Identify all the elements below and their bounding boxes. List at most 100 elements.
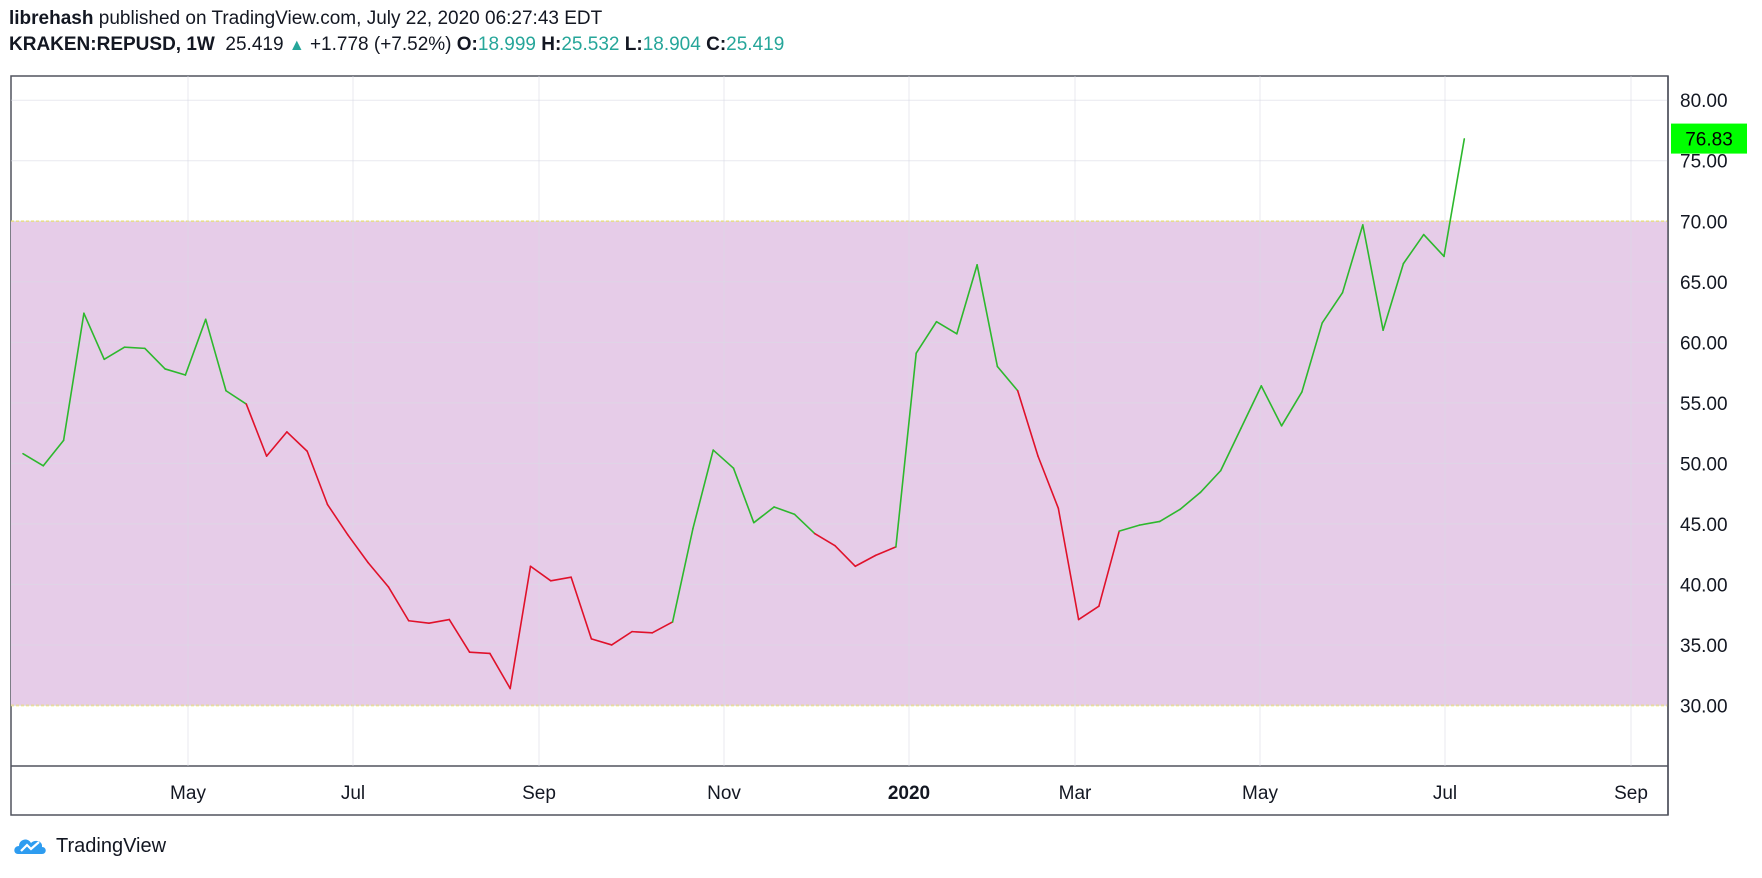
cloud-icon [14,839,46,854]
symbol-label: KRAKEN:REPUSD, 1W [9,34,215,55]
publish-line: librehash published on TradingView.com, … [9,6,784,32]
price-segment [955,264,978,335]
price-segment [793,513,816,535]
price-segment [996,365,1019,392]
brand-name: TradingView [56,834,167,857]
price-segment [1422,233,1445,258]
price-segment [631,630,654,634]
price-segment [773,506,796,516]
price-segment [1098,530,1120,608]
high-label: H: [541,34,562,55]
price-segment [854,554,877,568]
price-segment [428,618,451,624]
price-segment [286,431,309,453]
price-segment [651,621,674,634]
price-segment [1179,491,1202,511]
price-segment [144,347,166,370]
price-segment [1321,291,1344,324]
x-tick-label: Sep [1614,783,1648,804]
low-label: L: [624,34,643,55]
price-segment [549,576,572,582]
price-segment [326,503,349,536]
x-tick-label: Mar [1059,783,1092,804]
price-segment [1402,233,1425,265]
price-segment [42,439,65,467]
open-label: O: [456,34,478,55]
price-segment [1443,138,1466,258]
price-segment [22,452,45,467]
price-segment [1362,224,1384,332]
price-segment [1118,524,1141,532]
price-segment [448,618,471,654]
y-tick-label: 45.00 [1680,515,1728,536]
y-tick-label: 75.00 [1680,152,1728,173]
chart-header: librehash published on TradingView.com, … [9,6,784,59]
price-segment [468,651,491,655]
close-value: 25.419 [726,34,785,55]
price-segment [62,312,85,442]
price-segment [164,368,187,376]
price-segment [1016,389,1039,457]
price-segment [813,532,836,547]
price-segment [610,630,633,646]
x-tick-label: Sep [522,783,556,804]
y-tick-label: 65.00 [1680,273,1728,294]
price-segment [1260,385,1283,427]
x-tick-label: 2020 [888,783,930,804]
price-segment [732,467,755,524]
price-segment [590,638,613,646]
close-label: C: [706,34,727,55]
price-segment [184,318,207,376]
up-triangle-icon: ▲ [288,37,305,54]
price-segment [245,403,268,457]
price-segment [509,565,532,690]
price-segment [1341,224,1364,294]
price-segment [83,312,105,361]
y-tick-label: 80.00 [1680,91,1728,112]
x-tick-label: Jul [1433,783,1457,804]
y-tick-label: 30.00 [1680,696,1728,717]
price-segment [915,320,938,355]
open-value: 18.999 [477,34,537,55]
price-segment [306,450,329,506]
published-text: published on TradingView.com, July 22, 2… [98,8,603,29]
price-segment [265,431,288,457]
author-name[interactable]: librehash [9,8,94,29]
price-segment [123,346,146,350]
price-segment [367,561,390,588]
price-segment [346,533,369,564]
price-segment [1057,507,1080,621]
x-tick-label: Jul [341,783,365,804]
price-segment [1382,262,1405,332]
tradingview-logo[interactable]: TradingView [12,834,166,858]
price-segment [874,546,897,557]
price-segment [976,264,999,368]
price-segment [1280,391,1303,427]
price-segment [752,506,775,524]
price-segment [1138,520,1161,526]
price-segment [407,619,430,624]
high-value: 25.532 [561,34,620,55]
price-segment [1301,322,1323,393]
last-price: 25.419 [225,34,284,55]
x-tick-label: May [1242,783,1278,804]
y-tick-label: 35.00 [1680,636,1728,657]
y-tick-label: 60.00 [1680,333,1728,354]
price-segment [103,346,126,361]
price-segment [225,389,248,405]
symbol-line: KRAKEN:REPUSD, 1W 25.419 ▲ +1.778 (+7.52… [9,32,784,59]
price-segment [489,652,512,690]
price-segment [1159,508,1181,523]
price-segment [570,576,593,640]
price-segment [895,352,918,548]
last-price-label: 76.83 [1685,130,1733,151]
price-segment [671,527,694,623]
y-tick-label: 70.00 [1680,212,1728,233]
price-segment [1219,427,1242,472]
price-segment [935,320,958,335]
y-tick-label: 55.00 [1680,394,1728,415]
price-segment [529,565,552,582]
last-price-tag [1671,123,1747,154]
price-segment [204,318,227,392]
